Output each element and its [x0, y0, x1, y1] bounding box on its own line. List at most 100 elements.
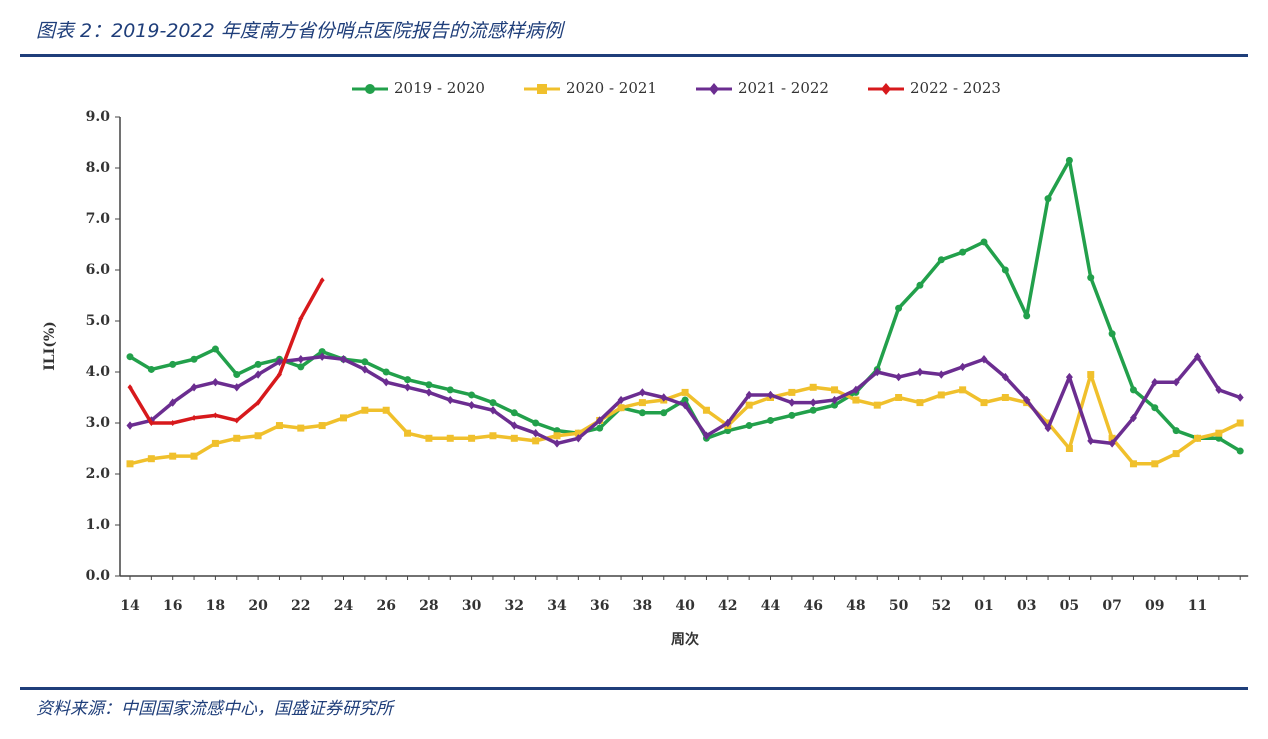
data-point [211, 378, 219, 387]
data-point [1087, 371, 1095, 379]
data-point [1108, 434, 1116, 442]
data-point [809, 398, 817, 407]
data-point [532, 437, 540, 445]
legend-label: 2022 - 2023 [910, 79, 1001, 97]
data-point [468, 434, 476, 442]
data-point [702, 406, 710, 414]
data-point [660, 409, 668, 417]
y-tick-label: 3.0 [86, 415, 111, 431]
data-point [980, 238, 988, 246]
data-point [1236, 419, 1244, 427]
data-point [1129, 386, 1137, 394]
data-point [170, 420, 176, 426]
data-point [895, 304, 903, 312]
data-point [212, 412, 218, 419]
data-point [553, 439, 561, 448]
data-point [233, 383, 241, 392]
data-point [553, 432, 561, 440]
legend-label: 2021 - 2022 [738, 79, 829, 97]
data-point [980, 399, 988, 407]
data-point [211, 439, 219, 447]
data-point [916, 399, 924, 407]
data-point [382, 368, 390, 376]
x-tick-label: 38 [633, 598, 652, 614]
data-point [425, 434, 433, 442]
figure-title: 图表 2：2019-2022 年度南方省份哨点医院报告的流感样病例 [36, 20, 563, 42]
data-point [702, 431, 710, 440]
data-point [895, 394, 903, 401]
data-point [1172, 427, 1180, 435]
data-point [745, 401, 753, 409]
legend-marker [537, 84, 547, 94]
data-point [446, 386, 454, 394]
data-point [404, 429, 412, 437]
data-point [297, 424, 305, 432]
data-point [937, 391, 945, 399]
data-point [147, 365, 155, 373]
data-point [169, 398, 177, 407]
data-point [489, 406, 497, 415]
x-tick-label: 22 [291, 598, 310, 614]
data-point [617, 404, 625, 412]
x-tick-label: 01 [974, 598, 993, 614]
data-point [873, 401, 881, 409]
data-point [382, 406, 390, 414]
x-tick-label: 50 [889, 598, 909, 614]
data-point [1065, 372, 1073, 382]
data-point [319, 277, 325, 284]
data-point [916, 367, 924, 377]
y-tick-label: 4.0 [86, 364, 111, 380]
legend-label: 2020 - 2021 [566, 79, 657, 97]
data-point [190, 452, 198, 460]
y-tick-label: 5.0 [86, 313, 111, 329]
data-point [297, 363, 305, 371]
data-point [1087, 436, 1095, 446]
y-tick-label: 0.0 [86, 568, 111, 584]
data-point [126, 353, 134, 361]
data-point [254, 370, 262, 379]
data-point [1108, 439, 1116, 448]
data-point [745, 422, 753, 430]
data-point [1044, 419, 1052, 427]
data-point [510, 409, 518, 417]
data-point [297, 355, 305, 364]
data-point [234, 417, 240, 424]
x-tick-label: 14 [120, 598, 140, 614]
data-point [1001, 266, 1009, 274]
data-point [959, 362, 967, 372]
x-tick-label: 32 [505, 598, 524, 614]
data-point [147, 455, 155, 463]
data-point [318, 352, 326, 361]
data-point [895, 372, 903, 382]
data-point [1044, 195, 1052, 203]
data-point [788, 388, 796, 396]
data-point [638, 409, 646, 417]
data-point [916, 281, 924, 289]
y-tick-label: 8.0 [86, 160, 111, 176]
x-tick-label: 28 [419, 598, 438, 614]
data-point [340, 355, 347, 364]
data-point [255, 399, 261, 406]
source-note: 资料来源：中国国家流感中心，国盛证券研究所 [36, 699, 393, 719]
data-point [211, 345, 219, 353]
data-point [169, 360, 177, 368]
data-point [852, 396, 860, 404]
data-point [638, 399, 646, 407]
x-tick-label: 52 [932, 598, 951, 614]
data-point [489, 432, 497, 440]
data-point [127, 384, 133, 391]
data-point [1215, 429, 1223, 437]
data-point [1001, 394, 1009, 401]
y-tick-label: 9.0 [86, 109, 111, 125]
data-point [254, 432, 262, 440]
data-point [425, 388, 433, 397]
data-point [831, 401, 839, 409]
data-point [724, 418, 732, 428]
series-line [128, 279, 324, 425]
x-tick-label: 18 [206, 598, 225, 614]
data-point [681, 400, 689, 410]
data-point [852, 385, 860, 395]
data-point [382, 378, 390, 387]
x-tick-label: 30 [462, 598, 482, 614]
